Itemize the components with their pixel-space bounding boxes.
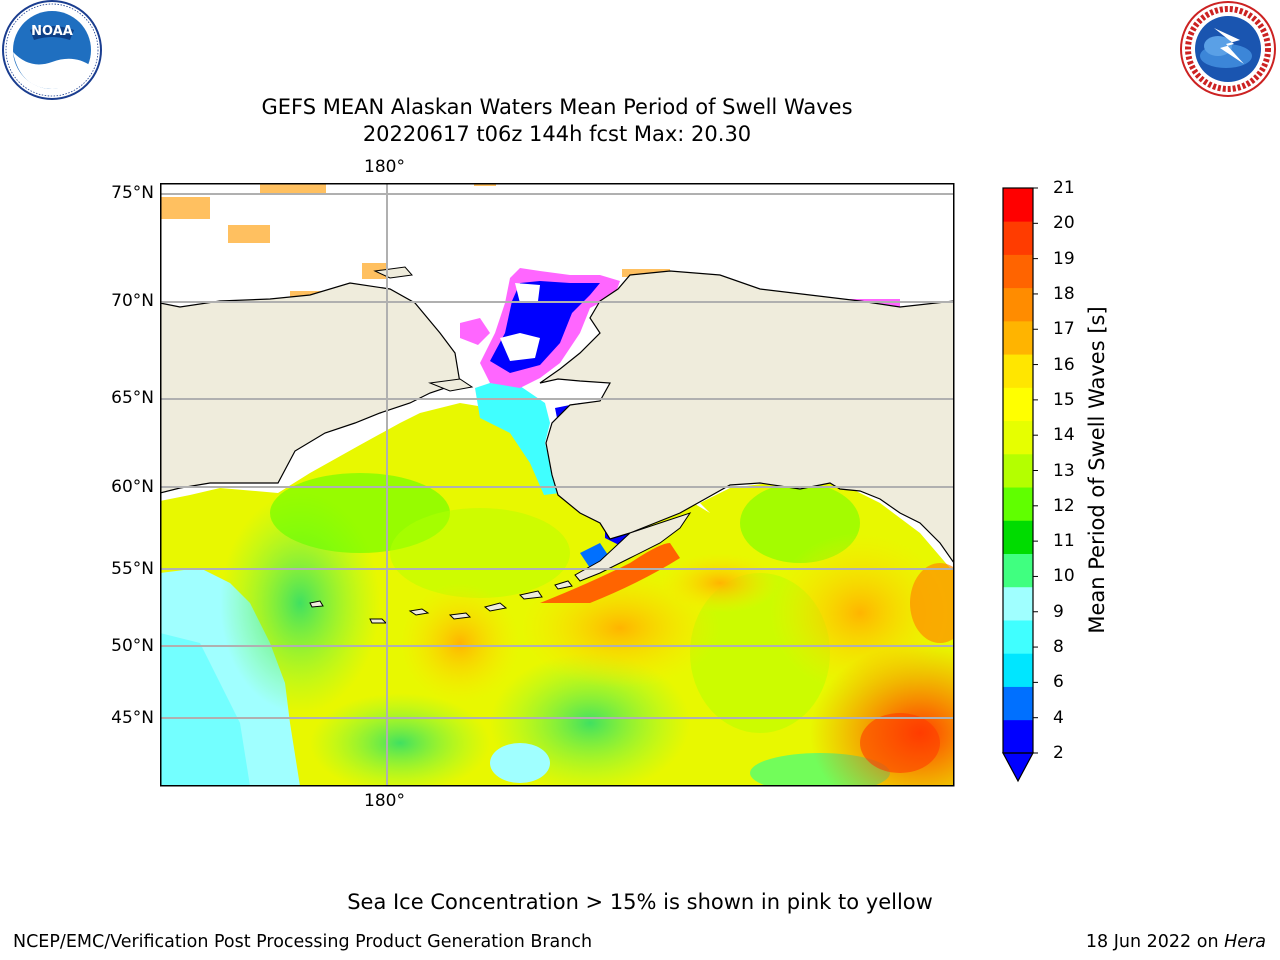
colorbar-segment (1003, 420, 1033, 455)
footer-date: 18 Jun 2022 on Hera (1086, 932, 1266, 952)
colorbar-tick-label: 21 (1053, 178, 1075, 198)
colorbar-segment (1003, 287, 1033, 322)
colorbar-tick-label: 14 (1053, 425, 1075, 446)
colorbar-segment (1003, 453, 1033, 488)
colorbar-segment (1003, 320, 1033, 355)
lat-label-45: 45°N (111, 708, 154, 728)
sea-ice-note: Sea Ice Concentration > 15% is shown in … (347, 890, 933, 914)
colorbar-segment (1003, 188, 1033, 222)
colorbar-segment (1003, 719, 1033, 754)
map-panel (160, 183, 955, 787)
lat-label-50: 50°N (111, 636, 154, 656)
colorbar-tick-label: 12 (1053, 495, 1075, 516)
colorbar-tick-label: 20 (1053, 213, 1075, 234)
colorbar-tick-label: 9 (1053, 601, 1064, 622)
footer-credit: NCEP/EMC/Verification Post Processing Pr… (13, 932, 593, 952)
colorbar-segment (1003, 686, 1033, 721)
footer-machine: Hera (1224, 932, 1266, 952)
colorbar-segment (1003, 553, 1033, 588)
noaa-logo: NOAA (2, 0, 102, 100)
colorbar-tick-label: 18 (1053, 283, 1075, 304)
colorbar-tick-label: 4 (1053, 707, 1064, 728)
colorbar (1001, 187, 1038, 783)
colorbar-tick-label: 8 (1053, 637, 1064, 658)
colorbar-tick-label: 13 (1053, 460, 1075, 481)
lat-label-65: 65°N (111, 388, 154, 408)
lon-label-bottom: 180° (364, 791, 405, 811)
colorbar-tick-label: 17 (1053, 319, 1075, 340)
colorbar-segment (1003, 487, 1033, 521)
chart-title: GEFS MEAN Alaskan Waters Mean Period of … (261, 95, 853, 119)
colorbar-tick-label: 6 (1053, 672, 1064, 693)
chart-subtitle: 20220617 t06z 144h fcst Max: 20.30 (362, 122, 752, 146)
footer-date-text: 18 Jun 2022 on (1085, 932, 1219, 952)
colorbar-segment (1003, 254, 1033, 289)
colorbar-extend-arrow (1001, 752, 1035, 783)
colorbar-segment (1003, 387, 1033, 422)
colorbar-segment (1003, 653, 1033, 687)
colorbar-tick-label: 15 (1053, 389, 1075, 410)
colorbar-tick-label: 2 (1053, 743, 1064, 763)
lat-label-70: 70°N (111, 291, 154, 311)
colorbar-tick-label: 11 (1053, 531, 1075, 552)
lon-label-top: 180° (364, 157, 405, 177)
colorbar-tick-label: 16 (1053, 354, 1075, 375)
colorbar-tick-label: 19 (1053, 248, 1075, 269)
lat-label-75: 75°N (111, 183, 154, 203)
colorbar-label: Mean Period of Swell Waves [s] (1085, 306, 1109, 634)
nws-logo (1180, 1, 1276, 97)
lat-label-60: 60°N (111, 477, 154, 497)
lat-label-55: 55°N (111, 559, 154, 579)
colorbar-segment (1003, 620, 1033, 654)
colorbar-tick-label: 10 (1053, 566, 1075, 587)
colorbar-segment (1003, 586, 1033, 621)
colorbar-segment (1003, 221, 1033, 255)
noaa-logo-text: NOAA (31, 24, 73, 39)
colorbar-segment (1003, 520, 1033, 554)
colorbar-segment (1003, 354, 1033, 388)
